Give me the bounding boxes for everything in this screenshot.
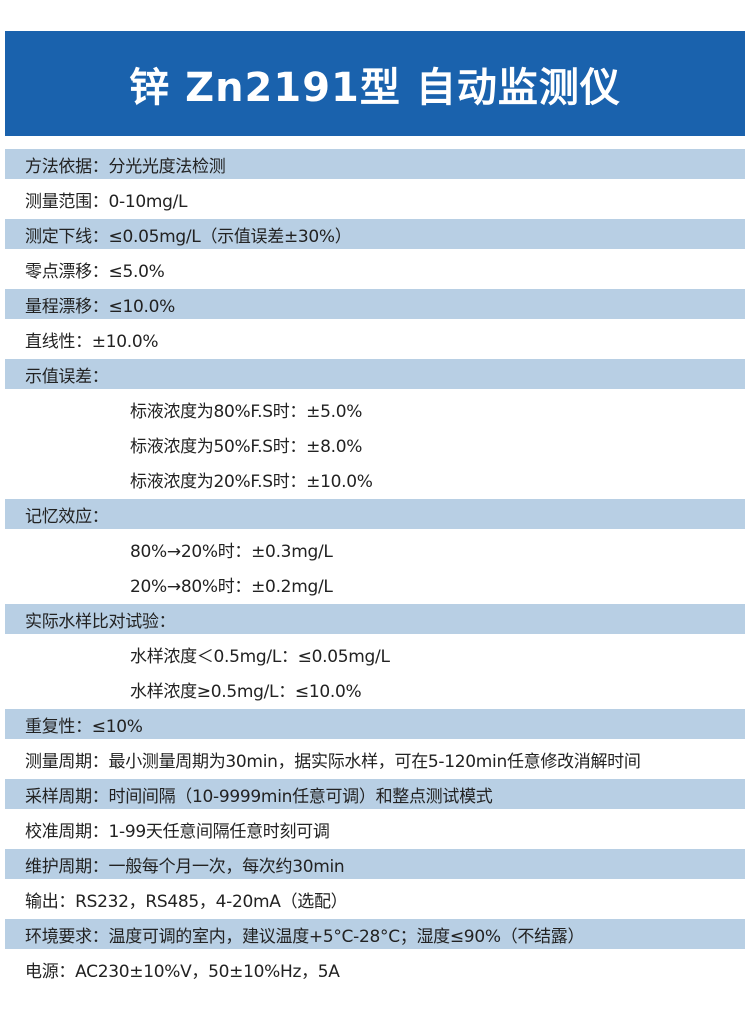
spec-row: 标液浓度为50%F.S时：±8.0% bbox=[130, 437, 363, 457]
spec-row: 水样浓度≥0.5mg/L：≤10.0% bbox=[130, 682, 362, 702]
spec-row: 校准周期：1-99天任意间隔任意时刻可调 bbox=[25, 822, 330, 842]
spec-row: 测量周期：最小测量周期为30min，据实际水样，可在5-120min任意修改消解… bbox=[25, 752, 641, 772]
spec-row: 维护周期：一般每个月一次，每次约30min bbox=[5, 847, 745, 882]
spec-row: 电源：AC230±10%V，50±10%Hz，5A bbox=[25, 962, 340, 982]
spec-row: 采样周期：时间间隔（10-9999min任意可调）和整点测试模式 bbox=[5, 777, 745, 812]
spec-row: 实际水样比对试验： bbox=[5, 602, 745, 637]
spec-row: 重复性：≤10% bbox=[5, 707, 745, 742]
spec-row: 测定下线：≤0.05mg/L（示值误差±30%） bbox=[5, 217, 745, 252]
spec-row: 方法依据：分光光度法检测 bbox=[5, 147, 745, 182]
spec-row: 80%→20%时：±0.3mg/L bbox=[130, 542, 333, 562]
spec-row: 标液浓度为80%F.S时：±5.0% bbox=[130, 402, 363, 422]
spec-row: 输出：RS232，RS485，4-20mA（选配） bbox=[25, 892, 348, 912]
spec-row: 示值误差： bbox=[5, 357, 745, 392]
spec-row: 零点漂移：≤5.0% bbox=[25, 262, 165, 282]
spec-row: 环境要求：温度可调的室内，建议温度+5°C-28°C；湿度≤90%（不结露） bbox=[5, 917, 745, 952]
spec-row: 量程漂移：≤10.0% bbox=[5, 287, 745, 322]
spec-row: 测量范围：0-10mg/L bbox=[25, 192, 188, 212]
page-title: 锌 Zn2191型 自动监测仪 bbox=[5, 31, 745, 136]
spec-row: 标液浓度为20%F.S时：±10.0% bbox=[130, 472, 373, 492]
spec-list: 方法依据：分光光度法检测测量范围：0-10mg/L 测定下线：≤0.05mg/L（… bbox=[5, 147, 745, 987]
spec-row: 水样浓度＜0.5mg/L：≤0.05mg/L bbox=[130, 647, 390, 667]
spec-row: 直线性：±10.0% bbox=[25, 332, 159, 352]
spec-row: 20%→80%时：±0.2mg/L bbox=[130, 577, 333, 597]
spec-row: 记忆效应： bbox=[5, 497, 745, 532]
